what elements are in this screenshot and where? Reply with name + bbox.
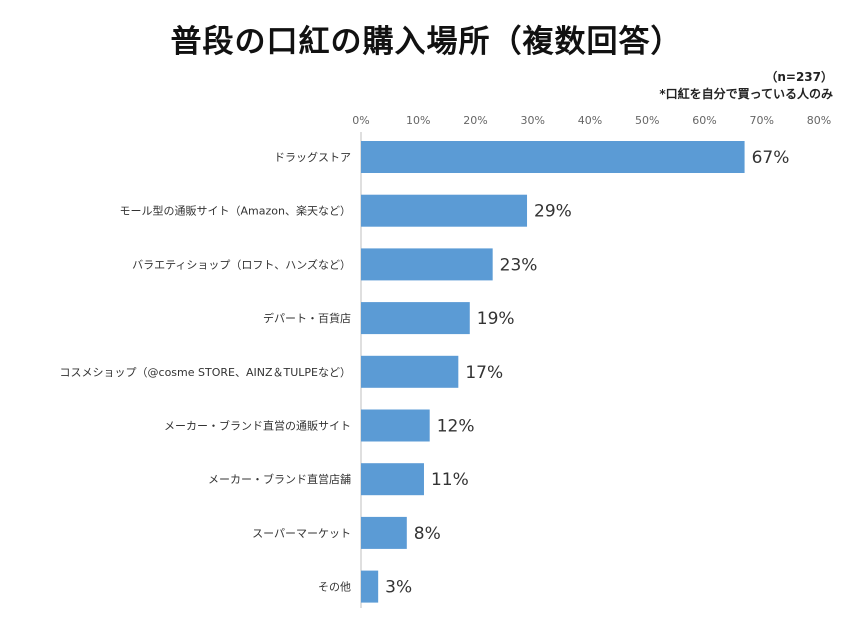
- category-label: その他: [318, 581, 351, 594]
- value-label: 19%: [477, 309, 515, 329]
- chart-title: 普段の口紅の購入場所（複数回答）: [170, 24, 683, 60]
- x-tick-label: 80%: [807, 114, 831, 127]
- bar: [361, 355, 459, 388]
- value-label: 3%: [385, 578, 412, 598]
- x-tick-label: 70%: [750, 114, 774, 127]
- x-tick-label: 40%: [578, 114, 602, 127]
- value-label: 23%: [500, 255, 538, 275]
- x-tick-label: 30%: [521, 114, 545, 127]
- bar: [361, 516, 407, 549]
- value-label: 29%: [534, 202, 572, 222]
- bar: [361, 194, 528, 227]
- bar: [361, 141, 745, 173]
- x-tick-label: 60%: [692, 114, 716, 127]
- x-tick-label: 10%: [406, 114, 430, 127]
- value-label: 11%: [431, 470, 469, 490]
- value-label: 17%: [465, 363, 503, 383]
- respondent-note: *口紅を自分で買っている人のみ: [659, 87, 833, 101]
- bar: [361, 570, 379, 603]
- category-label: ドラッグストア: [274, 150, 351, 164]
- value-label: 67%: [752, 148, 790, 168]
- category-label: スーパーマーケット: [252, 527, 351, 540]
- bar: [361, 248, 493, 281]
- bar: [361, 463, 424, 496]
- x-tick-label: 0%: [352, 114, 369, 127]
- x-tick-label: 50%: [635, 114, 659, 127]
- category-label: メーカー・ブランド直営の通販サイト: [164, 419, 351, 433]
- category-label: デパート・百貨店: [263, 311, 351, 325]
- category-label: コスメショップ（@cosme STORE、AINZ＆TULPEなど）: [60, 366, 351, 379]
- category-label: バラエティショップ（ロフト、ハンズなど）: [132, 257, 351, 271]
- value-label: 8%: [414, 524, 441, 544]
- sample-size-note: （n=237）: [765, 70, 833, 84]
- bar: [361, 409, 430, 442]
- category-label: モール型の通販サイト（Amazon、楽天など）: [120, 204, 351, 218]
- x-tick-label: 20%: [463, 114, 487, 127]
- category-label: メーカー・ブランド直営店舗: [208, 472, 351, 486]
- value-label: 12%: [437, 417, 475, 437]
- bar: [361, 302, 470, 335]
